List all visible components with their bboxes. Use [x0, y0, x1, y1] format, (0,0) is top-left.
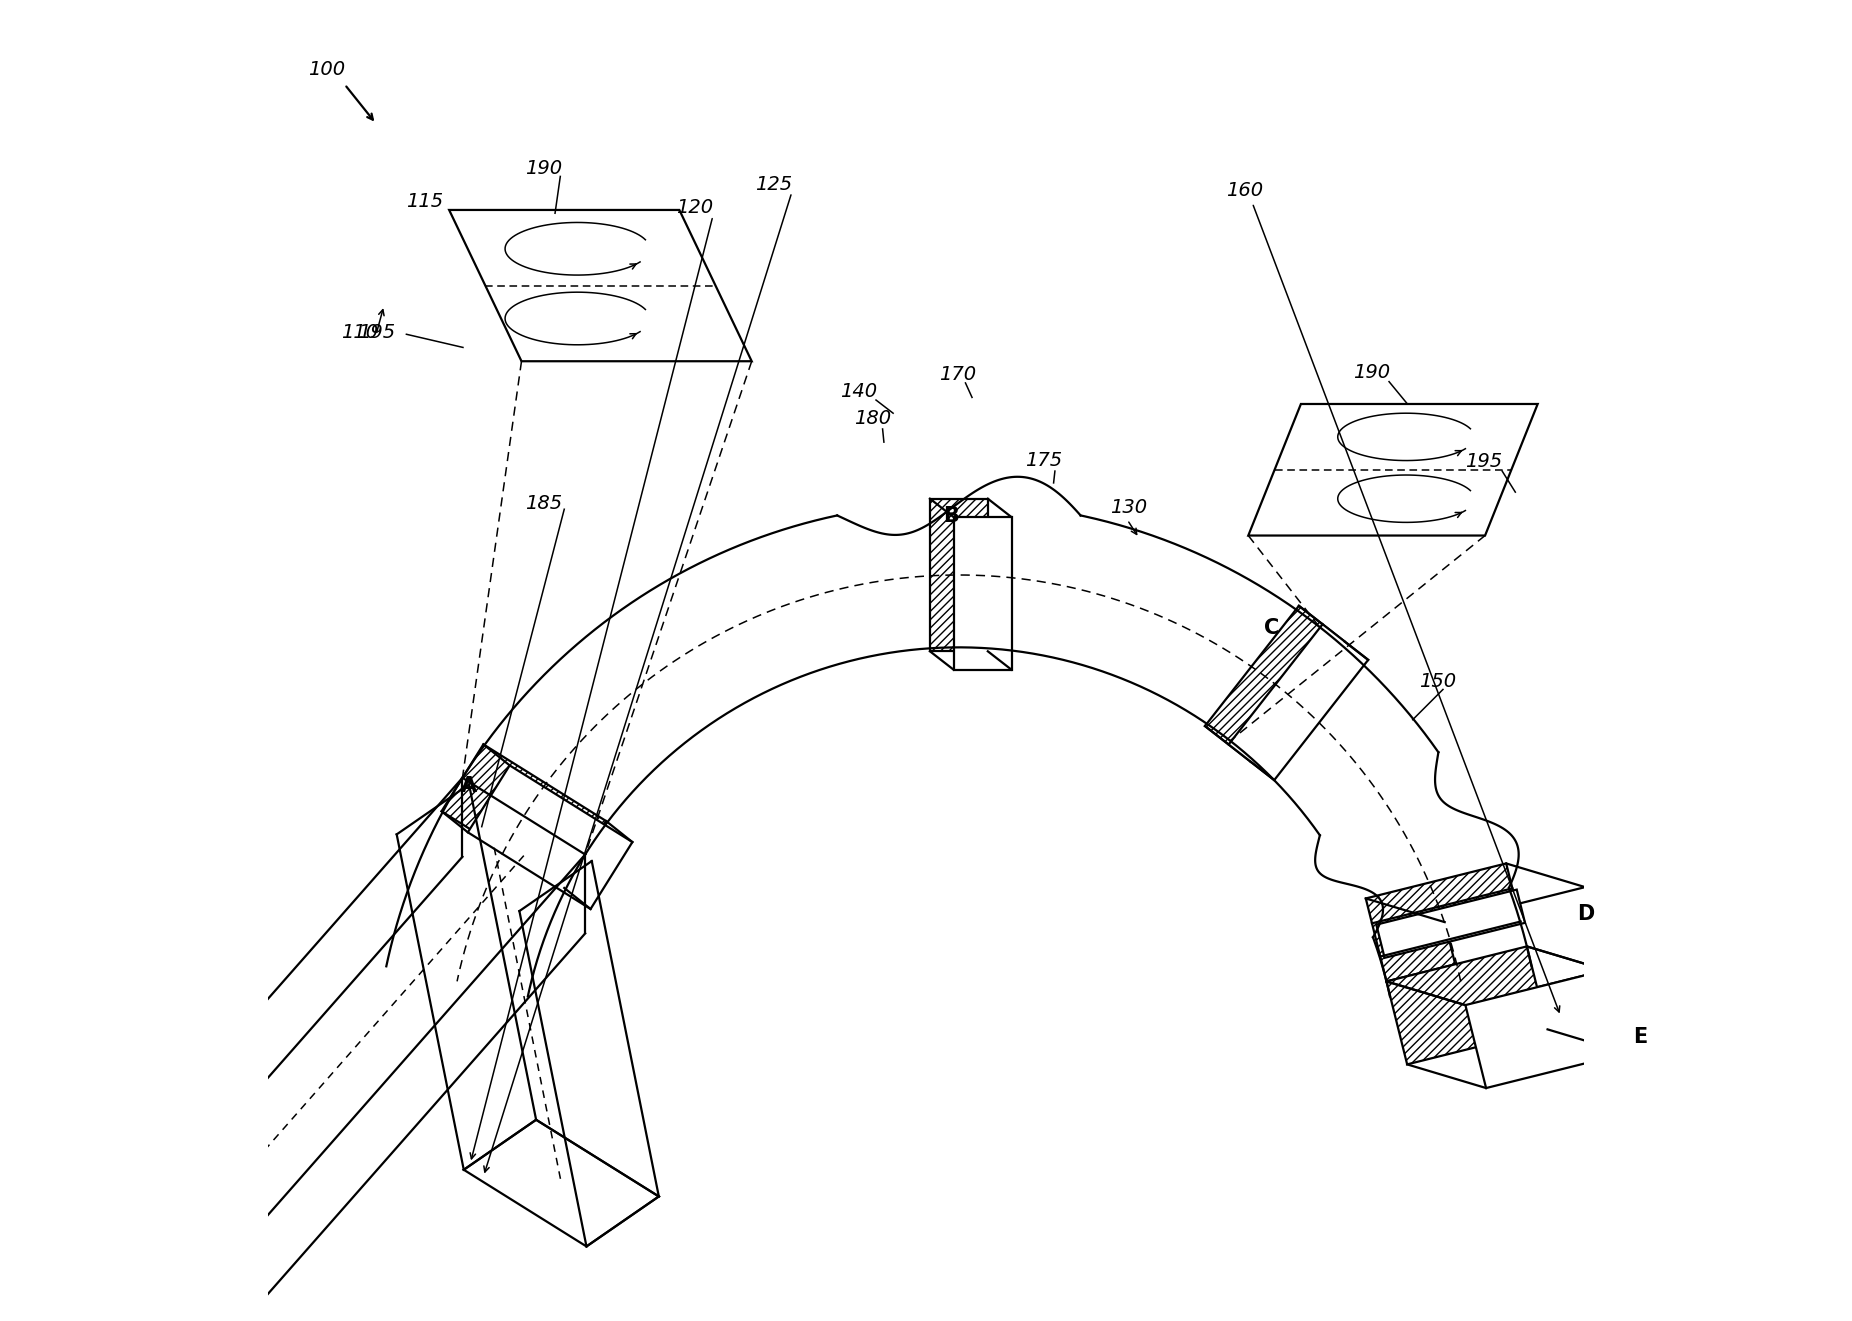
Polygon shape [1387, 946, 1548, 1065]
Polygon shape [1445, 888, 1606, 1005]
Text: 120: 120 [676, 198, 713, 217]
Text: 195: 195 [357, 324, 394, 342]
Polygon shape [1228, 625, 1369, 781]
Text: E: E [1633, 1026, 1646, 1046]
Polygon shape [1365, 864, 1526, 982]
Text: 180: 180 [854, 408, 891, 428]
Polygon shape [930, 499, 987, 651]
Text: D: D [1576, 904, 1595, 925]
Polygon shape [450, 210, 752, 361]
Polygon shape [463, 1120, 659, 1247]
Text: 195: 195 [1465, 452, 1502, 472]
Text: 110: 110 [341, 324, 378, 342]
Polygon shape [141, 1143, 263, 1299]
Text: B: B [943, 506, 959, 526]
Polygon shape [954, 517, 1011, 670]
Text: 170: 170 [939, 366, 976, 384]
Text: A: A [461, 777, 476, 797]
Text: 190: 190 [1354, 363, 1391, 382]
Text: 100: 100 [307, 61, 344, 79]
Text: 115: 115 [406, 192, 443, 210]
Polygon shape [1248, 404, 1537, 535]
Text: 140: 140 [841, 382, 878, 402]
Text: 185: 185 [524, 494, 561, 514]
Polygon shape [1206, 606, 1345, 762]
Polygon shape [1465, 970, 1626, 1089]
Polygon shape [469, 765, 632, 909]
Text: 130: 130 [1109, 498, 1146, 517]
Text: 150: 150 [1419, 672, 1456, 691]
Polygon shape [441, 744, 606, 888]
Text: C: C [1265, 618, 1280, 638]
Text: 160: 160 [1226, 181, 1263, 201]
Text: 175: 175 [1024, 450, 1061, 470]
Text: 125: 125 [756, 174, 793, 194]
Text: 190: 190 [524, 159, 561, 178]
Polygon shape [1376, 889, 1524, 958]
